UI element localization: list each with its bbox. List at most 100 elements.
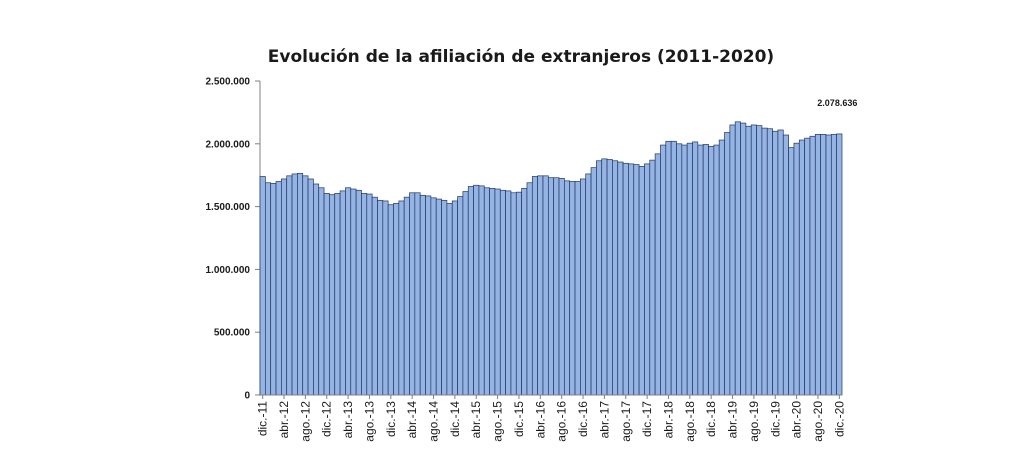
bar [281,178,288,396]
bar [718,139,725,396]
bar [483,187,490,396]
bar [542,175,549,396]
bar [334,193,341,396]
bar [798,139,805,396]
bar [526,182,533,396]
bar [814,134,821,396]
bar [745,125,752,396]
x-tick-label: abr.-13 [341,401,355,439]
bar [318,187,325,396]
bar [467,186,474,396]
bar [521,188,528,396]
bar [649,159,656,396]
bar [329,194,336,396]
x-tick-label: ago.-17 [619,401,633,442]
bar [398,200,405,396]
x-tick-label: ago.-14 [427,401,441,442]
bar [403,196,410,396]
bar [489,188,496,396]
x-tick-label: dic.-16 [576,401,590,437]
x-tick-label: abr.-18 [661,401,675,439]
bar [606,159,613,396]
bar [377,199,384,396]
x-tick-label: abr.-17 [597,401,611,439]
bar [612,160,619,396]
bar [382,200,389,396]
y-tick-label: 2.500.000 [206,77,251,88]
bar [494,188,501,396]
bar [569,181,576,396]
bar [499,189,506,396]
x-tick-label: ago.-13 [362,401,376,442]
bar [537,175,544,396]
bar [366,193,373,396]
x-tick-label: ago.-19 [747,401,761,442]
bar [275,181,282,396]
bar [702,144,709,396]
x-tick-label: dic.-14 [448,401,462,437]
x-tick-label: dic.-17 [640,401,654,437]
bar [574,181,581,396]
bar [270,183,277,396]
bar [729,124,736,396]
bar [724,132,731,396]
bar [430,197,437,396]
bar [515,191,522,396]
bar [654,153,661,396]
bar [681,144,688,396]
bar [638,166,645,396]
chart-title: Evolución de la afiliación de extranjero… [268,47,774,67]
bar [692,141,699,396]
bars [259,121,843,396]
bar [462,191,469,396]
bar [371,196,378,396]
bar [772,130,779,396]
bar [633,164,640,396]
bar [547,177,555,396]
bar [580,178,587,396]
bar [339,190,346,396]
bar [665,140,672,396]
bar [563,180,571,396]
bar [451,200,458,396]
bar [558,177,565,396]
bar [297,172,304,396]
bar [419,194,426,396]
bar [670,140,677,396]
bar [617,161,624,396]
bar [761,127,768,396]
y-tick-label: 1.000.000 [206,265,251,276]
bar [708,145,715,396]
bar [414,192,421,396]
bar [740,122,747,396]
bar [286,175,293,396]
bar [734,121,741,396]
x-tick-label: ago.-15 [491,401,505,442]
bar [291,173,298,396]
bar [601,158,608,396]
bar [830,134,838,396]
bar [510,192,517,396]
bar [793,142,800,396]
y-axis: 0 500.000 1.000.000 1.500.000 2.000.000 2.500… [206,77,261,402]
bar [446,203,453,396]
bar [409,192,416,396]
bar [393,203,400,396]
bar [435,198,442,396]
bar [441,199,448,396]
bar [307,178,314,396]
bar [585,173,592,396]
bar [361,193,368,396]
bar [323,193,330,396]
bar [590,167,597,396]
bar [788,147,795,396]
x-tick-label: ago.-20 [811,401,825,442]
bar [387,204,394,396]
x-tick-label: dic.-15 [512,401,526,437]
x-tick-label: dic.-20 [832,401,846,437]
bar [622,162,629,396]
bar [750,124,757,396]
data-labels: 2.078.636 [817,98,857,108]
bar [425,195,432,396]
bar [355,189,362,396]
